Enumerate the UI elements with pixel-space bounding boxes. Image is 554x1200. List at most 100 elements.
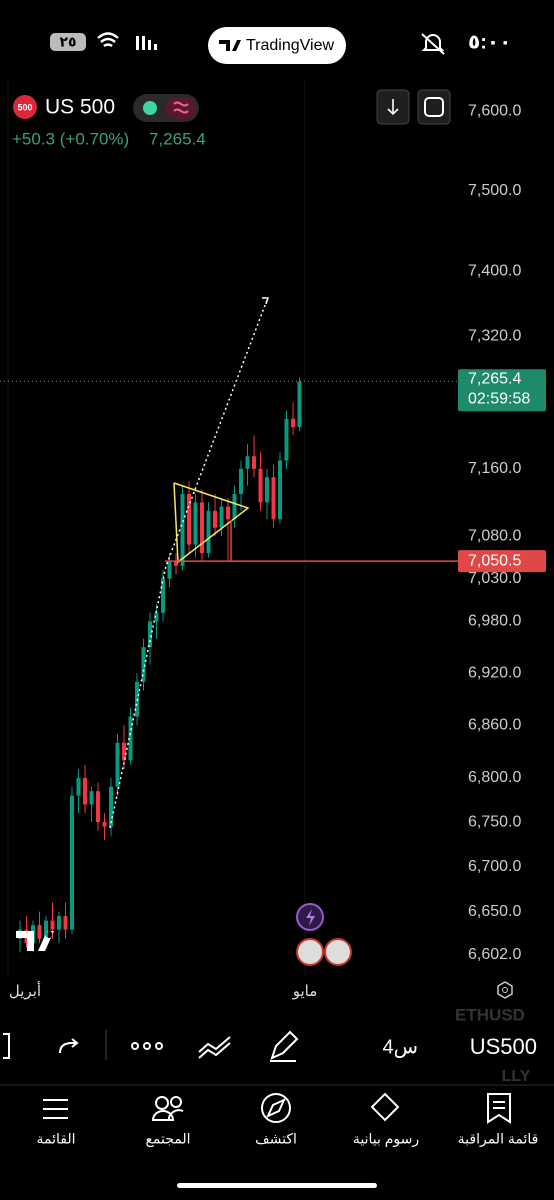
candle-body: [213, 510, 217, 528]
watchlist-icon: [487, 1093, 511, 1124]
us-event-icon[interactable]: [324, 938, 352, 966]
arrow-head: [262, 297, 270, 305]
candle-body: [239, 468, 243, 494]
delay-badge: [166, 97, 196, 119]
candle-body: [83, 777, 87, 805]
more-button[interactable]: [131, 1042, 163, 1050]
last-price: 7,265.4: [149, 129, 206, 148]
nav-community[interactable]: المجتمع: [145, 1131, 190, 1148]
y-tick-label: 6,750.0: [468, 813, 521, 830]
signal-icon: [136, 36, 157, 50]
redo-button[interactable]: [59, 1038, 79, 1054]
candle-body: [89, 791, 94, 805]
candle-body: [297, 381, 302, 428]
y-tick-label: 6,800.0: [468, 769, 521, 786]
watermark-symbol: ETHUSD: [455, 1005, 525, 1024]
community-icon: [151, 1109, 184, 1121]
candle-body: [50, 920, 55, 930]
candle-body: [148, 621, 152, 648]
candle-body: [161, 578, 165, 613]
candle-body: [258, 468, 263, 503]
y-tick-label: 6,700.0: [468, 858, 521, 875]
draw-button[interactable]: [270, 1030, 299, 1062]
clock: ٥:٠٠: [468, 31, 511, 53]
menu-icon: [43, 1099, 68, 1119]
nav-menu[interactable]: القائمة: [37, 1131, 76, 1147]
candle-body: [226, 506, 230, 520]
interval-button[interactable]: 4س: [382, 1036, 418, 1058]
us-event-icon[interactable]: [296, 938, 324, 966]
mute-icon: [421, 33, 445, 55]
candle-body: [122, 742, 126, 761]
drawings: [109, 297, 270, 829]
y-tick-label: 7,600.0: [468, 103, 521, 120]
alert-price-label: 7,050.5: [468, 552, 521, 569]
fullscreen-button[interactable]: [417, 89, 451, 125]
candle-body: [37, 925, 42, 939]
candle-body: [200, 502, 204, 554]
symbol-name[interactable]: US 500: [45, 96, 115, 119]
tv-logo: [219, 40, 241, 51]
y-tick-label: 7,500.0: [468, 182, 521, 199]
candle-body: [291, 418, 295, 428]
watermark-symbol: LLY: [502, 1068, 531, 1085]
candle-body: [193, 502, 198, 545]
candle-body: [115, 742, 120, 787]
fullscreen-icon: [424, 97, 444, 117]
market-open-dot: [143, 101, 157, 115]
y-tick-label: 6,920.0: [468, 664, 521, 681]
candle-body: [284, 418, 289, 461]
symbol-badge-text: 500: [17, 102, 32, 112]
candles: [18, 377, 302, 953]
app-badge: [208, 27, 346, 64]
candle-body: [206, 510, 211, 554]
down-arrow-icon: [387, 99, 399, 116]
price-change: +50.3 (+0.70%): [12, 129, 129, 148]
nav-explore[interactable]: اكتشف: [255, 1131, 297, 1147]
y-tick-label: 7,080.0: [468, 527, 521, 544]
y-tick-label: 7,030.0: [468, 570, 521, 587]
x-label: أبريل: [9, 981, 41, 1000]
charts-icon: [370, 1092, 400, 1122]
y-tick-label: 6,602.0: [468, 946, 521, 963]
y-tick-label: 6,980.0: [468, 613, 521, 630]
candle-body: [278, 460, 282, 520]
triangle: [173, 482, 250, 564]
candle-body: [141, 647, 146, 682]
nav-charts[interactable]: رسوم بيانية: [353, 1131, 419, 1148]
candle-body: [96, 791, 100, 823]
candle-body: [57, 916, 61, 930]
trend-dotted: [109, 299, 268, 829]
candle-body: [271, 477, 276, 520]
alert-price-box: [458, 550, 546, 573]
candle-body: [252, 456, 256, 469]
x-label: مايو: [292, 983, 318, 1000]
bar-countdown: 02:59:58: [468, 390, 530, 407]
candle-body: [154, 612, 159, 622]
y-tick-label: 7,160.0: [468, 460, 521, 477]
candle-body: [245, 456, 250, 469]
symbol-button[interactable]: US500: [470, 1034, 537, 1059]
last-price-box: [458, 369, 546, 412]
approx-icon: [173, 101, 189, 114]
community-icon-head: [170, 1096, 182, 1108]
explore-icon: [261, 1093, 291, 1123]
indicators-button[interactable]: [198, 1036, 231, 1059]
toolbar-edge-icon[interactable]: [3, 1033, 10, 1059]
symbol-badge: [13, 95, 37, 119]
candle-body: [102, 822, 107, 827]
candle-body: [219, 506, 224, 528]
candle-body: [232, 493, 237, 520]
settings-icon[interactable]: [497, 981, 513, 999]
chart-watermark: [16, 931, 54, 951]
candle-body: [265, 477, 269, 503]
community-icon-head: [155, 1096, 169, 1110]
y-tick-label: 7,320.0: [468, 328, 521, 345]
candle-body: [180, 493, 185, 566]
nav-watchlist[interactable]: قائمة المراقبة: [458, 1131, 539, 1148]
settings-icon-dot: [502, 987, 508, 993]
lightning-icon: [306, 909, 315, 926]
candle-body: [174, 561, 178, 566]
